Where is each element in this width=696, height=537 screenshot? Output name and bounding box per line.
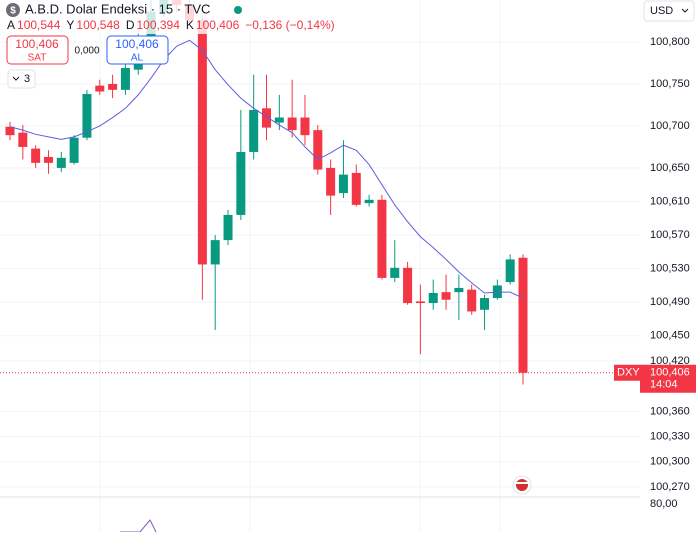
candle-body [69, 137, 79, 163]
candle-body [313, 130, 323, 170]
candle-body [274, 117, 284, 123]
candle-body [95, 85, 105, 92]
currency-button[interactable] [643, 0, 695, 22]
candle-body [415, 301, 425, 304]
candle-body [505, 259, 515, 283]
candle-body [326, 167, 336, 196]
candle-body [390, 267, 400, 278]
candle-body [454, 287, 464, 293]
y-tick-label: 100,570 [650, 229, 690, 241]
indicators-count: 3 [24, 73, 30, 85]
y-tick-label: 100,750 [650, 78, 690, 90]
currency: USD [650, 5, 673, 17]
ohlc-key: D [126, 18, 135, 32]
candle-body [18, 132, 28, 147]
y-tick-label: 100,330 [650, 430, 690, 442]
candle-body [56, 157, 66, 168]
price-tag-price: 100,406 [650, 367, 690, 379]
candle-body [108, 83, 118, 90]
price-tag-countdown: 14:04 [650, 379, 678, 391]
ohlc-value: 100,544 [17, 18, 61, 32]
flag-icon [516, 479, 528, 491]
y-tick-label: 100,490 [650, 296, 690, 308]
sell-label: SAT [28, 53, 47, 64]
y-tick-label: 100,650 [650, 162, 690, 174]
y-tick-label: 100,420 [650, 355, 690, 367]
candle-body [210, 240, 220, 265]
symbol-icon [6, 3, 20, 17]
y-tick-label: 100,450 [650, 330, 690, 342]
candle-body [236, 151, 246, 215]
candle-body [428, 292, 438, 304]
y-tick-label: 100,700 [650, 120, 690, 132]
symbol-icon-glyph: $ [10, 6, 16, 17]
candle-body [5, 126, 15, 136]
symbol-tag [614, 364, 640, 381]
ohlc-key: Y [66, 18, 74, 32]
price-tag [640, 364, 696, 393]
y-tick-label: 100,360 [650, 405, 690, 417]
candle-body [518, 257, 528, 373]
y-tick-label: 100,300 [650, 456, 690, 468]
candle-body [31, 148, 41, 163]
moving-average [9, 39, 524, 299]
lower-tick-label: 80,00 [650, 498, 678, 510]
buy-label: AL [131, 53, 144, 64]
candle-body [82, 94, 92, 138]
candle-body [351, 172, 361, 205]
y-tick-label: 100,610 [650, 195, 690, 207]
ohlc-value: 100,548 [76, 18, 120, 32]
chevron [681, 8, 689, 13]
buy-button[interactable] [106, 35, 169, 65]
grid [0, 0, 640, 532]
ohlc-value: 100,394 [136, 18, 180, 32]
legend-header: $ A.B.D. Dolar Endeksi · 15 · TVC A 100,5… [0, 0, 335, 89]
candle-body [364, 199, 374, 204]
candle-body [403, 267, 413, 304]
ohlc-key: K [186, 18, 194, 32]
candle-body [377, 199, 387, 278]
spread: 0,000 [74, 46, 99, 57]
lower-indicator [120, 519, 157, 533]
ohlc: A 100,544 Y 100,548 D 100,394 K 100,406 −0,136 (… [7, 18, 335, 32]
candle-body [262, 108, 271, 128]
y-tick-label: 100,270 [650, 481, 690, 493]
candle-body [223, 214, 233, 241]
candle-body [467, 289, 477, 312]
symbol-title[interactable]: A.B.D. Dolar Endeksi · 15 · TVC [25, 1, 210, 16]
candle-body [197, 20, 207, 265]
sell-button[interactable] [6, 35, 69, 65]
candle-body [287, 117, 297, 131]
y-tick-label: 100,530 [650, 263, 690, 275]
candle-body [300, 117, 310, 136]
candle-body [338, 174, 348, 194]
header-bg [0, 0, 330, 34]
candle-body [441, 292, 451, 300]
ohlc-change: −0,136 (−0,14%) [245, 18, 334, 32]
indicators-toggle[interactable] [7, 69, 36, 89]
y-tick-label: 100,800 [650, 36, 690, 48]
ohlc-value: 100,406 [196, 18, 240, 32]
symbol-tag-text: DXY [617, 367, 640, 379]
candle-body [249, 109, 259, 152]
plot [0, 0, 640, 385]
candle-body [480, 298, 490, 310]
candle-body [120, 68, 130, 90]
market-status [234, 6, 242, 14]
chevron [12, 76, 20, 81]
ohlc-key: A [7, 18, 15, 32]
candle-body [43, 156, 53, 163]
sell-price: 100,406 [15, 37, 59, 51]
flag-stripe [516, 482, 528, 484]
buy-price: 100,406 [115, 37, 159, 51]
